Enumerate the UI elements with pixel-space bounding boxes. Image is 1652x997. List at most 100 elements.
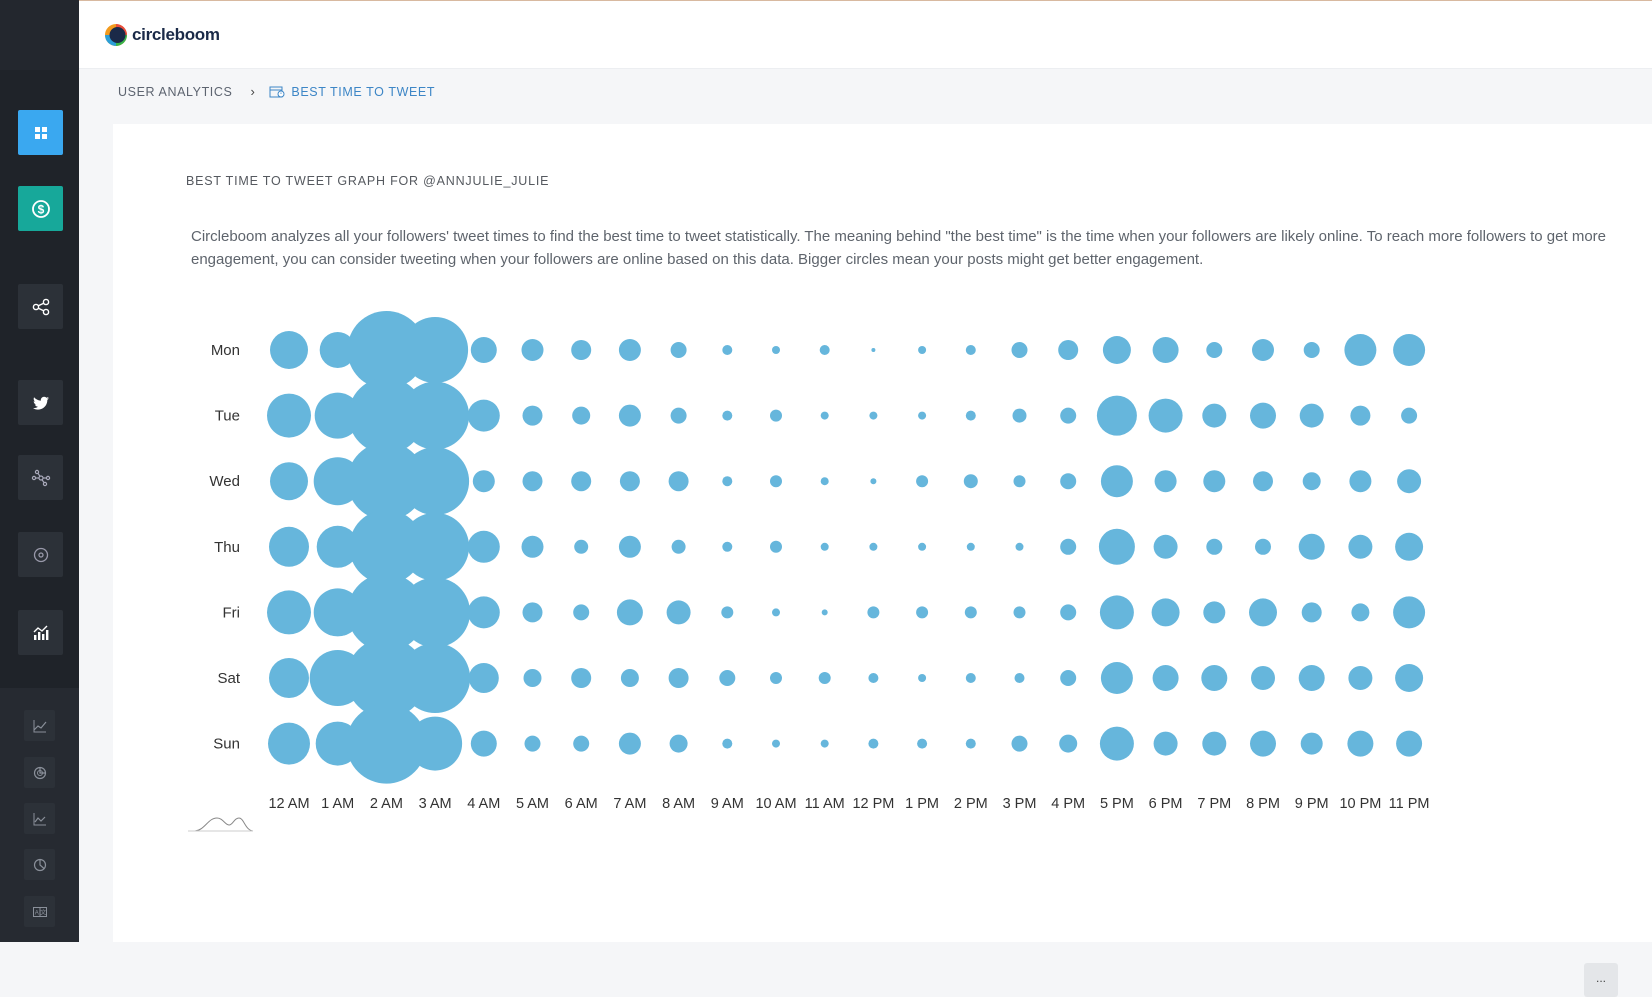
bubble-point[interactable] xyxy=(270,331,308,369)
bubble-point[interactable] xyxy=(521,339,544,361)
bubble-point[interactable] xyxy=(965,738,976,749)
bubble-point[interactable] xyxy=(400,643,471,713)
bubble-point[interactable] xyxy=(1348,534,1373,559)
bubble-point[interactable] xyxy=(1206,342,1223,358)
bubble-point[interactable] xyxy=(1099,726,1134,761)
bubble-point[interactable] xyxy=(316,525,359,568)
bubble-point[interactable] xyxy=(870,478,877,485)
sidebar-item-twitter[interactable] xyxy=(18,380,63,425)
bubble-point[interactable] xyxy=(1152,337,1179,363)
bubble-point[interactable] xyxy=(1347,730,1374,757)
bubble-point[interactable] xyxy=(572,406,591,425)
sidebar-item-share[interactable] xyxy=(18,284,63,329)
bubble-point[interactable] xyxy=(670,407,687,424)
bubble-point[interactable] xyxy=(1059,734,1078,753)
bubble-point[interactable] xyxy=(916,475,929,488)
submenu-item-breakdown[interactable] xyxy=(24,849,55,880)
bubble-point[interactable] xyxy=(964,606,977,619)
bubble-point[interactable] xyxy=(1012,408,1027,423)
bubble-point[interactable] xyxy=(618,535,641,558)
bubble-point[interactable] xyxy=(867,606,880,619)
bubble-point[interactable] xyxy=(573,735,590,752)
bubble-point[interactable] xyxy=(1396,730,1423,757)
bubble-point[interactable] xyxy=(571,340,592,360)
bubble-point[interactable] xyxy=(571,668,592,688)
bubble-point[interactable] xyxy=(1351,603,1370,622)
bubble-point[interactable] xyxy=(347,442,426,521)
sidebar-item-target[interactable] xyxy=(18,532,63,577)
bubble-point[interactable] xyxy=(770,672,782,684)
bubble-point[interactable] xyxy=(871,348,876,352)
bubble-point[interactable] xyxy=(401,512,470,581)
bubble-point[interactable] xyxy=(1060,670,1077,686)
bubble-point[interactable] xyxy=(1249,598,1277,627)
bubble-point[interactable] xyxy=(1058,340,1079,360)
bubble-point[interactable] xyxy=(965,345,976,355)
bubble-point[interactable] xyxy=(722,738,733,749)
bubble-point[interactable] xyxy=(722,410,733,421)
bubble-point[interactable] xyxy=(314,392,361,439)
bubble-point[interactable] xyxy=(869,411,878,420)
bubble-point[interactable] xyxy=(965,673,976,683)
bubble-point[interactable] xyxy=(1299,403,1324,428)
bubble-point[interactable] xyxy=(820,477,829,486)
brand-logo[interactable]: circleboom xyxy=(103,22,220,48)
bubble-point[interactable] xyxy=(470,337,497,363)
bubble-point[interactable] xyxy=(573,604,590,621)
bubble-point[interactable] xyxy=(1401,407,1418,424)
bubble-point[interactable] xyxy=(402,317,469,383)
bubble-point[interactable] xyxy=(1100,465,1133,498)
bubble-point[interactable] xyxy=(1153,534,1178,559)
bubble-point[interactable] xyxy=(616,599,643,626)
bubble-point[interactable] xyxy=(524,735,541,752)
bubble-point[interactable] xyxy=(918,346,927,354)
bubble-point[interactable] xyxy=(470,730,497,757)
bubble-point[interactable] xyxy=(1098,528,1135,565)
bubble-point[interactable] xyxy=(918,674,927,682)
bubble-point[interactable] xyxy=(346,703,427,784)
bubble-point[interactable] xyxy=(269,526,309,567)
bubble-point[interactable] xyxy=(869,542,878,551)
bubble-point[interactable] xyxy=(1250,730,1276,757)
bubble-point[interactable] xyxy=(1013,475,1026,488)
bubble-point[interactable] xyxy=(1349,470,1372,493)
bubble-point[interactable] xyxy=(1203,601,1226,624)
bubble-point[interactable] xyxy=(963,474,978,489)
bubble-point[interactable] xyxy=(1393,596,1426,629)
bubble-point[interactable] xyxy=(1154,470,1177,493)
bubble-point[interactable] xyxy=(1060,407,1077,424)
bubble-point[interactable] xyxy=(1011,342,1028,358)
bubble-point[interactable] xyxy=(1300,732,1323,755)
bubble-point[interactable] xyxy=(668,471,689,492)
bubble-point[interactable] xyxy=(1148,398,1183,433)
bubble-point[interactable] xyxy=(721,606,734,619)
bubble-point[interactable] xyxy=(269,658,309,698)
sidebar-item-pricing[interactable]: $ xyxy=(18,186,63,231)
bubble-point[interactable] xyxy=(1060,604,1077,621)
bubble-point[interactable] xyxy=(1303,342,1320,358)
bubble-point[interactable] xyxy=(1060,538,1077,555)
bubble-point[interactable] xyxy=(522,471,543,492)
bubble-point[interactable] xyxy=(770,409,782,422)
bubble-point[interactable] xyxy=(574,539,589,554)
bubble-point[interactable] xyxy=(918,411,927,420)
bubble-point[interactable] xyxy=(1201,665,1228,691)
bubble-point[interactable] xyxy=(917,738,928,749)
bubble-point[interactable] xyxy=(668,668,689,688)
bubble-point[interactable] xyxy=(401,381,470,450)
bubble-point[interactable] xyxy=(819,345,830,355)
bubble-point[interactable] xyxy=(1298,533,1325,560)
bubble-point[interactable] xyxy=(772,739,780,748)
bubble-point[interactable] xyxy=(722,476,733,487)
bubble-point[interactable] xyxy=(770,540,782,553)
sidebar-item-dashboard[interactable] xyxy=(18,110,63,155)
bubble-point[interactable] xyxy=(818,672,831,684)
bubble-point[interactable] xyxy=(467,530,500,563)
bubble-point[interactable] xyxy=(1151,598,1180,627)
bubble-point[interactable] xyxy=(1100,662,1133,694)
bubble-point[interactable] xyxy=(618,339,641,361)
bubble-point[interactable] xyxy=(966,542,975,551)
bubble-point[interactable] xyxy=(1203,470,1226,493)
bubble-point[interactable] xyxy=(1013,606,1026,619)
bubble-point[interactable] xyxy=(820,411,829,420)
